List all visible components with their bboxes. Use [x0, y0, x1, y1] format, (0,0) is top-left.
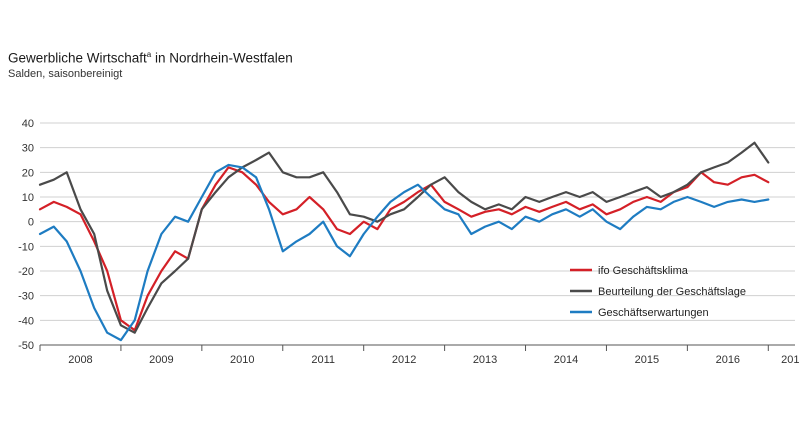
- y-tick-label: 30: [22, 143, 34, 155]
- y-tick-label: -50: [18, 340, 34, 352]
- legend: ifo Geschäftsklima Beurteilung der Geschä…: [570, 265, 746, 319]
- y-tick-label: -40: [18, 315, 34, 327]
- x-tick-label: 2008: [68, 354, 92, 366]
- x-tick-label: 2014: [554, 354, 578, 366]
- y-tick-label: -20: [18, 266, 34, 278]
- y-tick-label: 40: [22, 118, 34, 130]
- series-lines: [38, 141, 770, 342]
- y-tick-label: 0: [28, 217, 34, 229]
- y-tick-label: 20: [22, 167, 34, 179]
- legend-label: ifo Geschäftsklima: [598, 265, 689, 277]
- chart-title: Gewerbliche Wirtschafta in Nordrhein-Wes…: [8, 50, 293, 66]
- legend-label: Beurteilung der Geschäftslage: [598, 286, 746, 298]
- x-tick-label: 2009: [149, 354, 173, 366]
- title-block: Gewerbliche Wirtschafta in Nordrhein-Wes…: [8, 50, 293, 80]
- y-tick-label: 10: [22, 192, 34, 204]
- y-tick-label: -30: [18, 291, 34, 303]
- series-line-0: [38, 166, 770, 332]
- x-tick-label: 2016: [716, 354, 740, 366]
- series-line-2: [38, 163, 770, 342]
- legend-label: Geschäftserwartungen: [598, 307, 709, 319]
- chart-subtitle: Salden, saisonbereinigt: [8, 67, 123, 80]
- x-tick-label: 2011: [311, 354, 335, 366]
- x-tick-label: 2017: [781, 354, 800, 366]
- x-tick-label: 2015: [635, 354, 659, 366]
- x-tick-label: 2010: [230, 354, 254, 366]
- gridlines: [40, 122, 795, 346]
- x-tick-label: 2012: [392, 354, 416, 366]
- x-tick-label: 2013: [473, 354, 497, 366]
- series-line-1: [38, 141, 770, 334]
- y-tick-label: -10: [18, 241, 34, 253]
